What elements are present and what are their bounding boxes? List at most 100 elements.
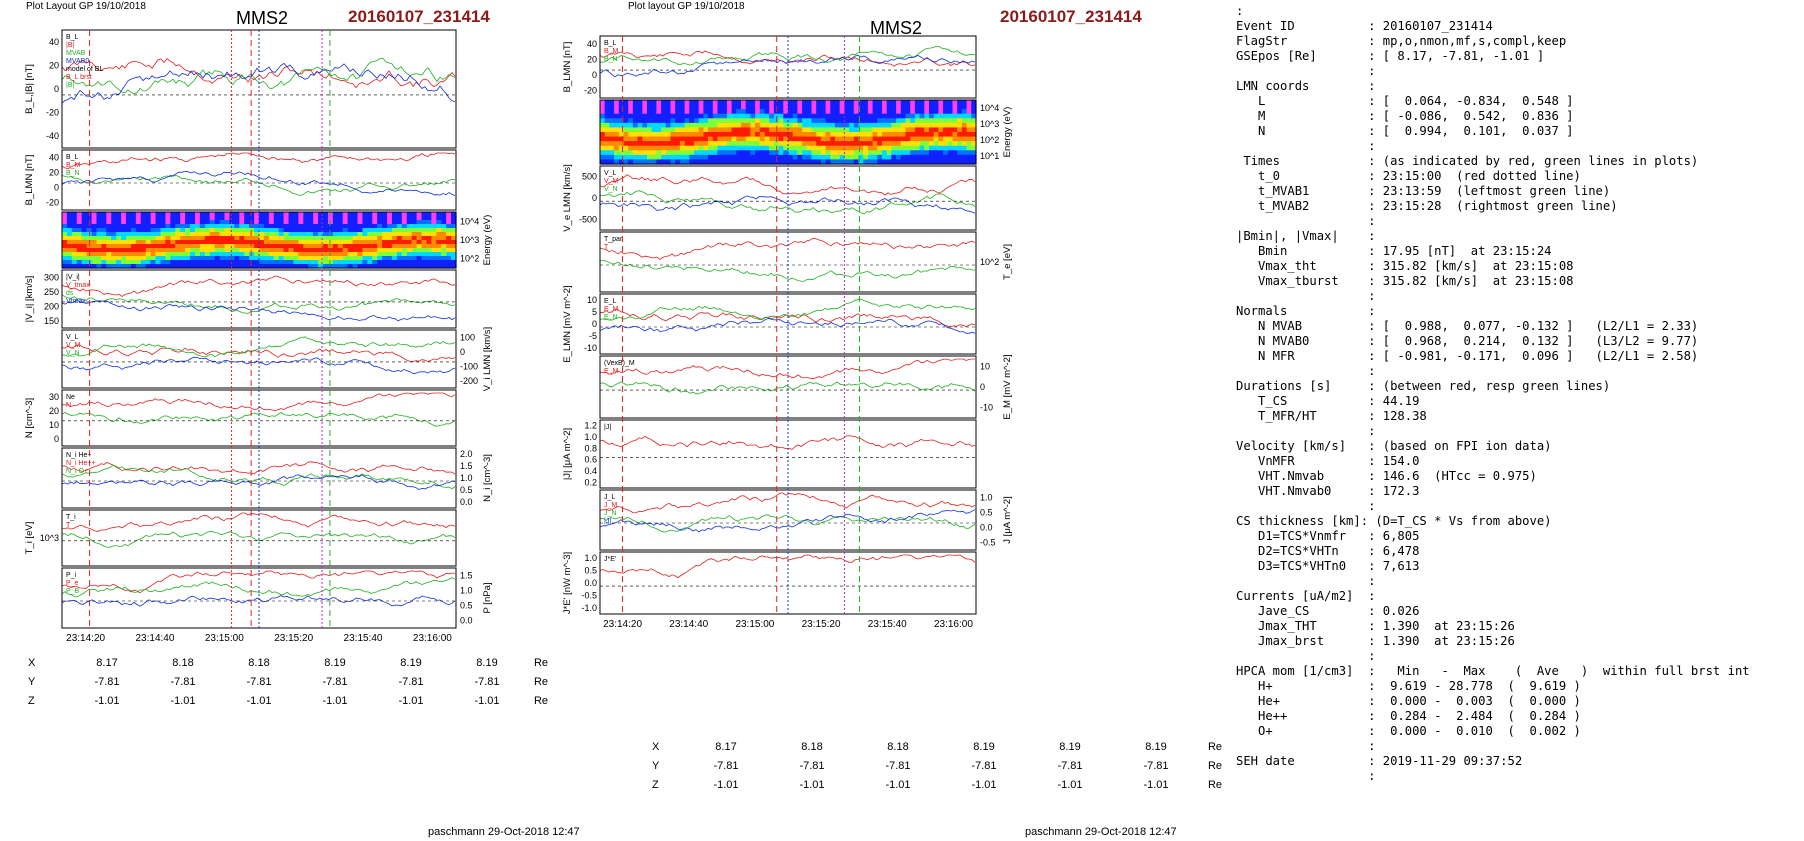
spectrogram-cell: [318, 252, 324, 257]
spectrogram-cell: [62, 232, 68, 237]
spectrogram-cell: [961, 145, 968, 151]
spectrogram-cell: [750, 136, 756, 142]
spectrogram-cell: [708, 104, 714, 110]
y-axis-label: N [cm^-3]: [24, 398, 35, 438]
spectrogram-cell: [759, 141, 766, 147]
spectrogram-cell: [783, 150, 789, 156]
spectrogram-cell: [308, 212, 314, 217]
spectrogram-cell: [130, 224, 137, 229]
spectrogram-cell: [372, 252, 378, 257]
spectrogram-cell: [180, 264, 186, 269]
spectrogram-cell: [914, 136, 921, 142]
spectrogram-cell: [971, 122, 977, 129]
spectrogram-cell: [194, 252, 201, 257]
spectrogram-cell: [190, 252, 196, 257]
spectrogram-cell: [352, 232, 359, 237]
spectrogram-cell: [244, 224, 250, 229]
spectrogram-cell: [101, 256, 107, 261]
spectrogram-cell: [835, 150, 841, 156]
spectrogram-cell: [788, 136, 794, 142]
spectrogram-cell: [283, 232, 290, 237]
y-tick-label: 500: [582, 172, 597, 182]
spectrogram-cell: [337, 216, 344, 221]
spectrogram-cell: [806, 127, 813, 133]
spectrogram-cell: [600, 136, 606, 142]
spectrogram-cell: [150, 224, 157, 229]
spectrogram-cell: [140, 224, 147, 229]
spectrogram-cell: [446, 236, 452, 241]
spectrogram-cell: [406, 256, 413, 261]
spectrogram-cell: [185, 224, 191, 229]
spectrogram-cell: [377, 240, 383, 245]
spectrogram-cell: [145, 232, 152, 237]
spectrogram-cell: [382, 248, 388, 253]
spectrogram-cell: [788, 109, 794, 115]
spectrogram-cell: [722, 122, 728, 129]
spectrogram-cell: [755, 136, 761, 142]
spectrogram-cell: [811, 132, 817, 138]
spectrogram-cell: [229, 248, 235, 253]
spectrogram-cell: [170, 220, 176, 225]
spectrogram-cell: [170, 244, 176, 249]
legend-entry: B_N: [66, 170, 80, 177]
spectrogram-cell: [651, 109, 657, 115]
spectrogram-cell: [357, 264, 364, 269]
spectrogram-cell: [736, 109, 742, 115]
spectrogram-cell: [411, 256, 418, 261]
spectrogram-cell: [722, 141, 728, 147]
spectrogram-cell: [81, 260, 88, 265]
spectrogram-cell: [618, 145, 625, 151]
spectrogram-cell: [656, 104, 662, 110]
spectrogram-cell: [165, 228, 171, 233]
spectrogram-cell: [957, 136, 963, 142]
spectrogram-cell: [426, 244, 432, 249]
spectrogram-cell: [337, 248, 344, 253]
spectrogram-cell: [396, 216, 403, 221]
series-line: [61, 530, 456, 548]
spectrogram-cell: [352, 212, 359, 217]
spectrogram-cell: [66, 236, 73, 241]
spectrogram-cell: [632, 145, 639, 151]
spectrogram-cell: [175, 248, 181, 253]
spectrogram-cell: [145, 220, 152, 225]
spectrogram-cell: [844, 132, 850, 138]
spectrogram-cell: [367, 216, 373, 221]
spectrogram-cell: [849, 159, 855, 165]
spectrogram-cell: [886, 136, 892, 142]
spectrogram-cell: [244, 220, 250, 225]
spectrogram-cell: [170, 260, 176, 265]
spectrogram-cell: [308, 260, 314, 265]
spectrogram-cell: [670, 159, 676, 165]
series-line: [61, 356, 456, 375]
spectrogram-cell: [614, 145, 620, 151]
spectrogram-cell: [150, 260, 157, 265]
spectrogram-cell: [858, 136, 864, 142]
spectrogram-cell: [736, 136, 742, 142]
spectrogram-cell: [745, 118, 751, 124]
spectrogram-cell: [712, 145, 719, 151]
spectrogram-cell: [121, 220, 127, 225]
spectrogram-cell: [249, 224, 255, 229]
spectrogram-cell: [106, 228, 112, 233]
spectrogram-cell: [731, 132, 737, 138]
spectrogram-cell: [661, 118, 667, 124]
legend-entry: T: [604, 244, 609, 251]
spectrogram-cell: [891, 109, 897, 115]
spectrogram-cell: [303, 216, 309, 221]
spectrogram-cell: [811, 141, 817, 147]
spectrogram-cell: [362, 216, 368, 221]
spectrogram-cell: [642, 113, 648, 119]
spectrogram-cell: [628, 154, 634, 161]
spectrogram-cell: [830, 127, 836, 133]
spectrogram-cell: [628, 113, 634, 119]
spectrogram-cell: [416, 216, 423, 221]
y-tick-label: 1.0: [584, 432, 597, 442]
spectrogram-cell: [698, 150, 704, 156]
spectrogram-cell: [872, 154, 878, 161]
spectrogram-cell: [431, 244, 437, 249]
spectrogram-cell: [357, 252, 364, 257]
spectrogram-cell: [337, 264, 344, 269]
spectrogram-cell: [863, 122, 869, 129]
spectrogram-cell: [905, 136, 911, 142]
spectrogram-cell: [106, 256, 112, 261]
